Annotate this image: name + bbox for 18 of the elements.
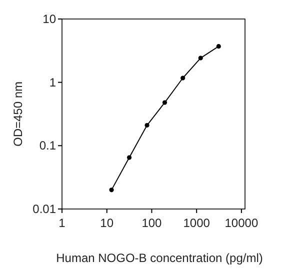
x-tick-label: 10 [100, 216, 114, 230]
x-tick-label: 1000 [183, 216, 210, 230]
point [109, 188, 114, 192]
y-tick-label: 0.01 [32, 202, 56, 216]
y-tick-label: 1 [49, 75, 56, 90]
point [126, 155, 132, 160]
point [198, 56, 203, 60]
point [180, 76, 186, 80]
y-axis-title: OD=450 nm [11, 81, 25, 147]
y-tick-label: 10 [42, 12, 56, 26]
x-axis-title: Human NOGO-B concentration (pg/ml) [56, 251, 263, 265]
y-tick-label: 0.1 [39, 138, 56, 153]
x-tick-label: 10000 [224, 216, 258, 230]
point [162, 100, 168, 105]
x-tick-label: 100 [142, 216, 162, 230]
point [216, 44, 221, 49]
x-tick-label: 1 [58, 216, 66, 230]
point [144, 122, 150, 128]
